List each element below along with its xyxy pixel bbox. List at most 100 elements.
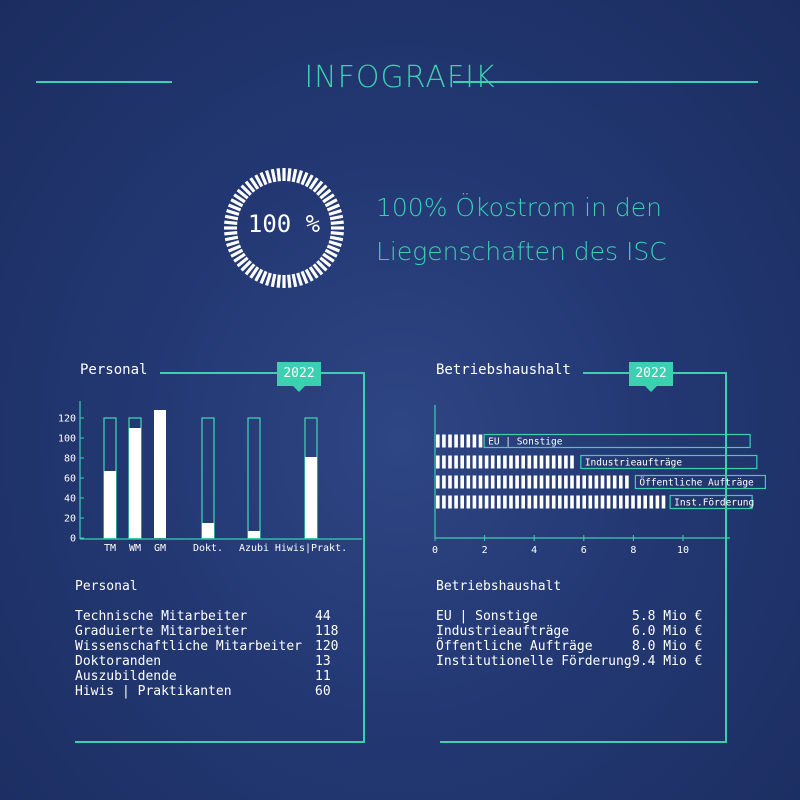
- y-tick-label: 60: [64, 474, 76, 485]
- bar-segment: [466, 495, 471, 509]
- bar-segment: [533, 475, 538, 489]
- bar-label-box: [580, 454, 758, 470]
- bar-segment: [643, 495, 647, 509]
- personal-panel-title: Personal: [80, 362, 148, 378]
- bar-segment: [454, 455, 458, 469]
- bar-segment: [649, 495, 654, 509]
- ring-tick: [259, 270, 268, 285]
- bar-segment: [478, 455, 483, 469]
- budget-bar-chart: 0 2 4 6 8 10 EU | Sonstige Industrieaufträge Öff…: [432, 405, 766, 556]
- bar-label-box: [483, 433, 751, 449]
- ring-tick: [226, 209, 240, 216]
- budget-badge-pointer: [645, 386, 657, 392]
- bar-segment: [442, 495, 446, 509]
- ring-tick: [240, 184, 252, 196]
- ring-tick: [291, 273, 298, 288]
- ring-tick: [304, 174, 314, 188]
- bar-segment: [539, 475, 544, 489]
- bar-label-box: [634, 474, 766, 490]
- bar-segment: [497, 455, 501, 469]
- ring-tick: [254, 268, 264, 282]
- bar-segment: [533, 455, 538, 469]
- ring-tick: [276, 168, 281, 182]
- bar-segment: [582, 475, 586, 489]
- x-tick-label: 4: [531, 545, 537, 556]
- bar-segment: [594, 475, 599, 489]
- budget-row-value: 8.0 Mio €: [632, 639, 703, 654]
- bar-outline: [247, 417, 261, 539]
- bar-segment: [448, 455, 452, 469]
- ring-tick: [300, 171, 309, 186]
- bar-segment: [631, 495, 635, 509]
- ring-tick: [249, 177, 260, 190]
- bar-segment: [551, 455, 556, 469]
- bar-segment: [564, 475, 568, 489]
- bar-segment: [637, 495, 641, 509]
- budget-frame-right: [725, 372, 727, 742]
- ring-tick: [226, 240, 240, 247]
- bar-category-label: EU | Sonstige: [488, 437, 563, 448]
- ring-tick: [322, 252, 335, 263]
- bar-category-label: Industrieaufträge: [585, 458, 683, 469]
- bar-segment: [503, 455, 507, 469]
- bar-segment: [472, 475, 477, 489]
- ring-tick: [227, 244, 242, 253]
- ring-tick: [300, 270, 309, 285]
- ring-tick: [316, 184, 328, 196]
- personal-row-label: Wissenschaftliche Mitarbeiter: [75, 639, 302, 654]
- x-tick-label: 8: [630, 545, 636, 556]
- bar-segment: [472, 495, 477, 509]
- ring-tick: [296, 272, 303, 286]
- ring-tick: [296, 170, 303, 184]
- bar-segment: [570, 455, 574, 469]
- bar-segment: [545, 475, 550, 489]
- bar-segment: [588, 475, 593, 489]
- x-tick-label: 0: [432, 545, 438, 556]
- ring-tick: [312, 180, 324, 193]
- ring-tick: [265, 170, 272, 184]
- x-tick-label: 10: [677, 545, 689, 556]
- bar-segment: [448, 475, 452, 489]
- bar-segment: [484, 495, 489, 509]
- page-title: INFOGRAFIK: [304, 60, 496, 95]
- ring-tick: [319, 256, 332, 268]
- ring-tick: [254, 174, 264, 188]
- bar: [104, 471, 116, 538]
- budget-row-label: Institutionelle Förderung: [436, 654, 632, 669]
- ring-tick: [324, 198, 338, 208]
- bar-segment: [484, 455, 489, 469]
- bar: [129, 428, 141, 538]
- bar-segment: [460, 434, 464, 448]
- ring-tick: [326, 244, 341, 253]
- bar-segment: [582, 495, 586, 509]
- ring-tick: [236, 188, 249, 200]
- ring-tick: [287, 274, 292, 288]
- bar-segment: [576, 475, 580, 489]
- ring-tick: [324, 248, 338, 258]
- bar-segment: [521, 495, 525, 509]
- personal-badge-pointer: [293, 386, 305, 392]
- x-tick-label: TM: [104, 543, 116, 554]
- ring-tick: [265, 272, 272, 286]
- personal-row-label: Doktoranden: [75, 654, 162, 669]
- bar-segment: [503, 475, 507, 489]
- ring-tick: [329, 235, 344, 242]
- personal-row-label: Graduierte Mitarbeiter: [75, 624, 248, 639]
- ring-tick: [233, 193, 246, 204]
- bar-category-label: Öffentliche Aufträge: [639, 478, 754, 489]
- bar: [154, 410, 166, 538]
- bar-segment: [448, 434, 452, 448]
- ring-tick: [236, 256, 249, 268]
- ring-tick: [233, 252, 246, 263]
- bar-segment: [497, 475, 501, 489]
- ring-tick: [230, 248, 244, 258]
- ring-tick: [270, 273, 277, 288]
- bar-segment: [612, 495, 617, 509]
- budget-row-label: EU | Sonstige: [436, 609, 538, 624]
- personal-row-label: Technische Mitarbeiter: [75, 609, 248, 624]
- budget-row-value: 9.4 Mio €: [632, 654, 703, 669]
- y-tick-label: 20: [64, 514, 76, 525]
- ring-tick: [244, 180, 256, 193]
- personal-year-badge: 2022: [277, 362, 321, 386]
- bar-segment: [490, 475, 495, 489]
